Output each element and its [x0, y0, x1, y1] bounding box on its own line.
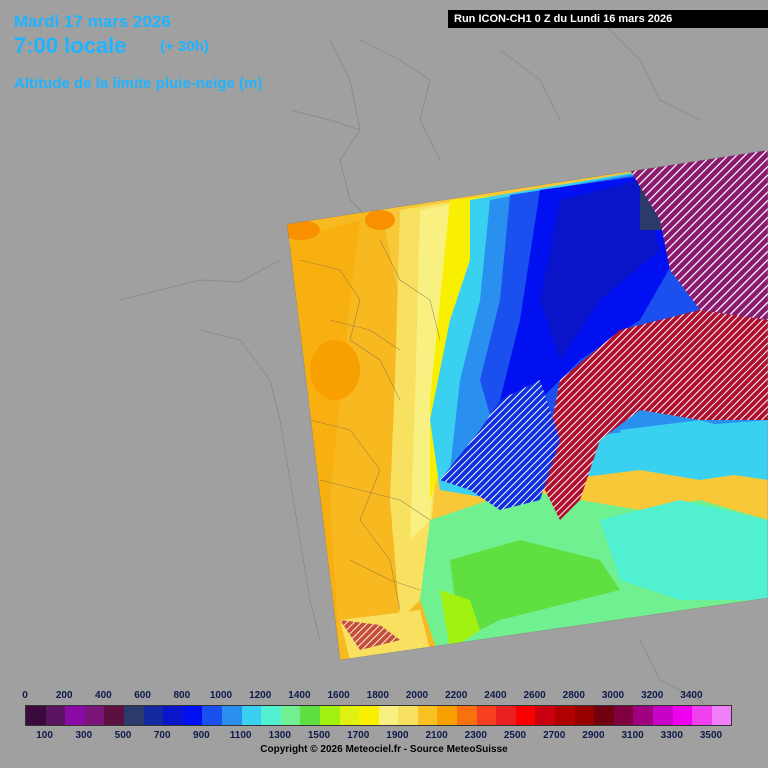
parameter-title: Altitude de la limite pluie-neige (m) [14, 75, 263, 92]
copyright-text: Copyright © 2026 Meteociel.fr - Source M… [260, 744, 508, 755]
legend-swatch [26, 706, 46, 725]
legend-bottom-label: 100 [36, 730, 53, 741]
legend-swatch [143, 706, 164, 725]
legend-top-label: 2600 [523, 690, 546, 701]
legend-swatch [359, 706, 379, 725]
legend-swatch [378, 706, 399, 725]
snow-line-field [287, 150, 768, 660]
legend-swatch [555, 706, 575, 725]
legend-bottom-label: 2300 [464, 730, 487, 741]
legend-swatch [633, 706, 653, 725]
legend-swatch [261, 706, 281, 725]
legend-swatch [594, 706, 614, 725]
legend-swatch [45, 706, 66, 725]
legend-top-label: 800 [173, 690, 191, 701]
legend-top-label: 2000 [405, 690, 429, 701]
legend-top-label: 600 [134, 690, 151, 701]
legend-swatch [221, 706, 242, 725]
legend-swatch [123, 706, 144, 725]
legend-bottom-label: 1100 [229, 730, 252, 741]
legend-top-label: 200 [55, 690, 73, 701]
legend-swatch [104, 706, 124, 725]
legend-swatch [417, 706, 438, 725]
legend-bottom-label: 300 [75, 730, 93, 741]
legend-bottom-label: 3500 [699, 730, 723, 741]
legend-bottom-label: 2700 [543, 730, 566, 741]
legend-top-label: 1800 [366, 690, 389, 701]
legend-swatch [339, 706, 360, 725]
legend-bottom-label: 1500 [307, 730, 331, 741]
legend-top-label: 1000 [209, 690, 233, 701]
legend-bottom-label: 1700 [347, 730, 370, 741]
legend-bottom-label: 1300 [268, 730, 291, 741]
forecast-date: Mardi 17 mars 2026 [14, 12, 171, 31]
legend-swatch [65, 706, 85, 725]
legend-swatch [280, 706, 301, 725]
legend-bottom-label: 700 [153, 730, 171, 741]
legend-top-label: 2400 [484, 690, 507, 701]
legend-bottom-label: 2900 [582, 730, 605, 741]
legend-swatch [672, 706, 693, 725]
forecast-time: 7:00 locale [14, 33, 127, 58]
legend-top-label: 2800 [562, 690, 585, 701]
legend-swatch [711, 706, 732, 725]
legend-bottom-label: 2500 [503, 730, 527, 741]
legend-top-label: 2200 [445, 690, 468, 701]
legend-swatch [457, 706, 477, 725]
legend-swatch [437, 706, 458, 725]
legend-top-label: 1200 [249, 690, 272, 701]
legend-swatch [613, 706, 634, 725]
legend-top-label: 1400 [288, 690, 311, 701]
legend-top-label: 3000 [601, 690, 625, 701]
legend-swatch [163, 706, 183, 725]
legend-bottom-label: 3300 [660, 730, 683, 741]
legend-swatch [653, 706, 673, 725]
legend-swatch [515, 706, 536, 725]
legend-swatch [84, 706, 105, 725]
legend-swatch [182, 706, 203, 725]
legend-bottom-label: 900 [193, 730, 210, 741]
color-legend: Copyright © 2026 Meteociel.fr - Source M… [0, 685, 768, 768]
legend-top-label: 1600 [327, 690, 350, 701]
legend-swatch [319, 706, 340, 725]
legend-swatch [692, 706, 712, 725]
legend-top-label: 0 [22, 690, 28, 701]
legend-bottom-label: 1900 [386, 730, 409, 741]
legend-bottom-label: 2100 [425, 730, 448, 741]
legend-swatch [496, 706, 516, 725]
legend-top-label: 3400 [680, 690, 703, 701]
legend-swatch [535, 706, 556, 725]
coastlines [119, 19, 721, 721]
legend-swatch [241, 706, 262, 725]
legend-bottom-label: 3100 [621, 730, 644, 741]
forecast-lead-time: (+ 30h) [160, 38, 209, 55]
legend-color-scale [25, 705, 733, 726]
legend-swatch [574, 706, 595, 725]
legend-top-label: 3200 [641, 690, 664, 701]
legend-top-label: 400 [95, 690, 112, 701]
model-run-label: Run ICON-CH1 0 Z du Lundi 16 mars 2026 [448, 10, 768, 28]
legend-swatch [202, 706, 222, 725]
legend-bottom-label: 500 [114, 730, 132, 741]
legend-swatch [300, 706, 320, 725]
legend-swatch [476, 706, 497, 725]
legend-swatch [398, 706, 418, 725]
